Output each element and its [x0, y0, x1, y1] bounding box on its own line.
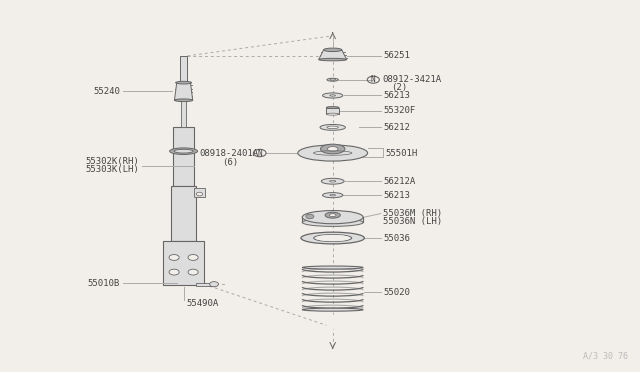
- Circle shape: [196, 192, 203, 196]
- Text: A/3 30 76: A/3 30 76: [582, 351, 628, 360]
- Ellipse shape: [330, 79, 335, 80]
- Text: 56213: 56213: [383, 91, 410, 100]
- Bar: [171, 186, 196, 241]
- Text: 55490A: 55490A: [187, 299, 219, 308]
- Text: 55036: 55036: [383, 234, 410, 243]
- Polygon shape: [319, 50, 347, 60]
- Ellipse shape: [320, 125, 346, 130]
- Circle shape: [169, 269, 179, 275]
- Text: 56212: 56212: [383, 123, 410, 132]
- Text: 55501H: 55501H: [385, 148, 417, 157]
- Text: 55320F: 55320F: [383, 106, 416, 115]
- Ellipse shape: [316, 235, 350, 241]
- Ellipse shape: [326, 113, 339, 115]
- Text: 55036N (LH): 55036N (LH): [383, 217, 443, 226]
- Text: 55303K(LH): 55303K(LH): [85, 165, 139, 174]
- Text: 55010B: 55010B: [88, 279, 120, 288]
- Ellipse shape: [327, 126, 339, 129]
- Bar: [196, 283, 215, 286]
- Text: 08912-3421A: 08912-3421A: [382, 75, 442, 84]
- Ellipse shape: [302, 211, 363, 224]
- Ellipse shape: [326, 107, 339, 109]
- Ellipse shape: [302, 218, 363, 227]
- Bar: [163, 241, 204, 285]
- Ellipse shape: [323, 193, 343, 198]
- Text: 56213: 56213: [383, 191, 410, 200]
- Text: 56251: 56251: [383, 51, 410, 60]
- Ellipse shape: [324, 48, 342, 52]
- Ellipse shape: [175, 81, 191, 84]
- Text: (6): (6): [221, 158, 238, 167]
- Ellipse shape: [330, 214, 336, 217]
- Bar: [173, 127, 195, 186]
- Ellipse shape: [321, 144, 345, 154]
- Text: 55302K(RH): 55302K(RH): [85, 157, 139, 166]
- Bar: [326, 108, 339, 114]
- Text: N: N: [371, 75, 376, 84]
- Ellipse shape: [323, 93, 343, 98]
- Text: 56212A: 56212A: [383, 177, 416, 186]
- Ellipse shape: [301, 232, 364, 244]
- Ellipse shape: [174, 149, 193, 153]
- Ellipse shape: [319, 58, 347, 61]
- Ellipse shape: [328, 147, 338, 151]
- Polygon shape: [175, 83, 193, 100]
- Ellipse shape: [330, 95, 335, 96]
- Text: 55240: 55240: [93, 87, 120, 96]
- Bar: [195, 188, 205, 197]
- Text: N: N: [257, 148, 262, 157]
- Ellipse shape: [298, 145, 367, 161]
- Text: (2): (2): [391, 83, 407, 92]
- Ellipse shape: [302, 266, 363, 269]
- Text: 55036M (RH): 55036M (RH): [383, 209, 443, 218]
- Ellipse shape: [175, 99, 193, 102]
- Circle shape: [210, 282, 218, 287]
- Ellipse shape: [327, 78, 339, 81]
- Ellipse shape: [330, 195, 335, 196]
- Text: 55020: 55020: [383, 288, 410, 297]
- Bar: [180, 56, 188, 98]
- Ellipse shape: [321, 178, 344, 184]
- Circle shape: [188, 254, 198, 260]
- Ellipse shape: [170, 148, 198, 154]
- Circle shape: [306, 214, 314, 219]
- Ellipse shape: [330, 180, 336, 182]
- Circle shape: [169, 254, 179, 260]
- Ellipse shape: [302, 308, 363, 311]
- Circle shape: [188, 269, 198, 275]
- Bar: [181, 98, 186, 127]
- Ellipse shape: [325, 212, 340, 218]
- Text: 08918-2401A: 08918-2401A: [200, 148, 259, 157]
